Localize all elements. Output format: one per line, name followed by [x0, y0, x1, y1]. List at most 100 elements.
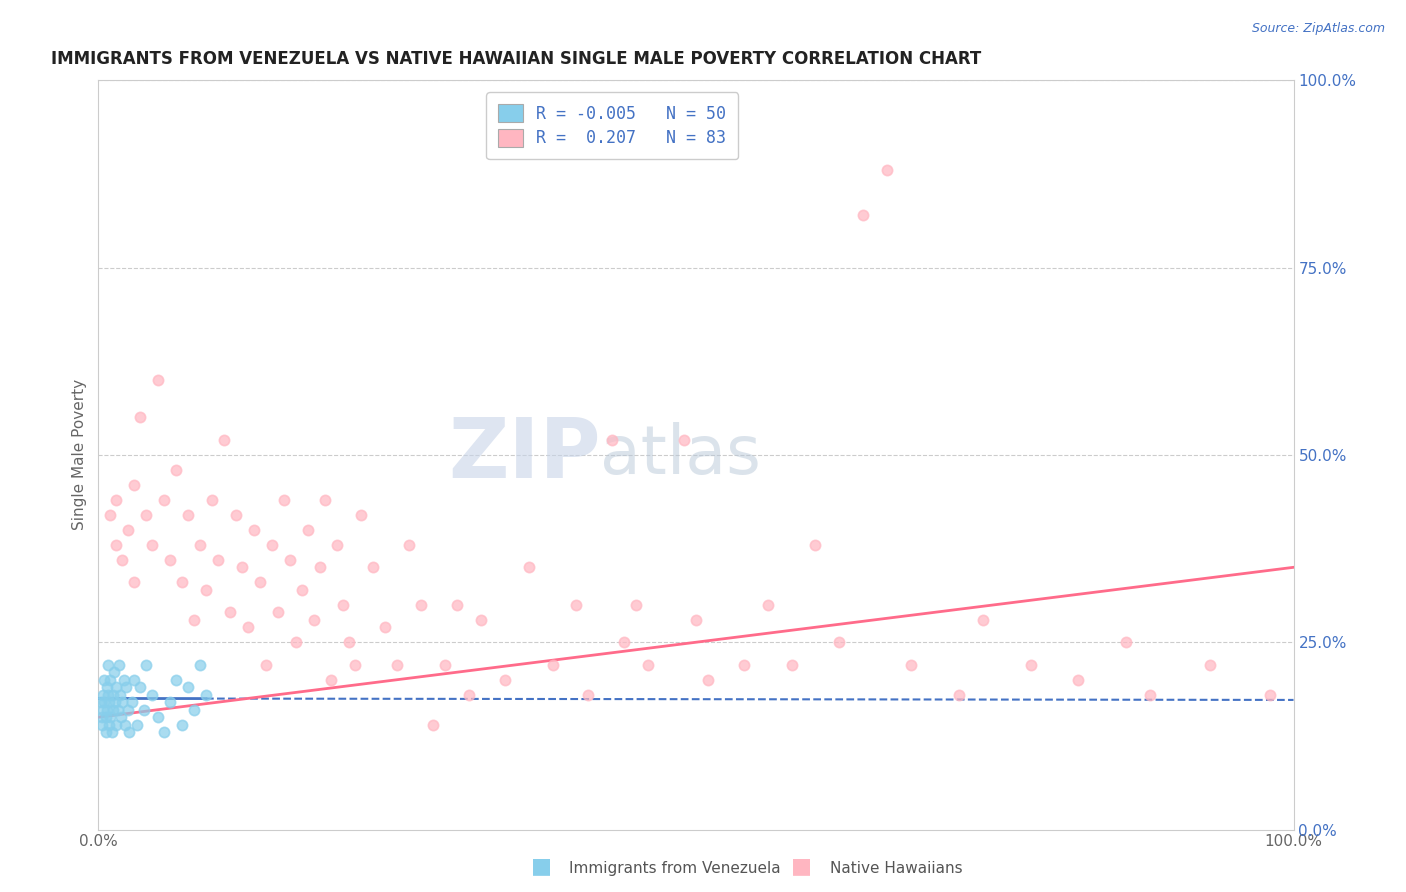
Point — [98, 673, 122, 687]
Point — [105, 538, 128, 552]
Point — [398, 538, 420, 552]
Point — [195, 688, 218, 702]
Point — [121, 695, 143, 709]
Point — [339, 635, 361, 649]
Point — [105, 717, 128, 731]
Point — [697, 673, 720, 687]
Point — [188, 538, 211, 552]
Point — [172, 575, 194, 590]
Text: ■: ■ — [792, 856, 811, 876]
Point — [141, 538, 163, 552]
Point — [124, 575, 146, 590]
Point — [1139, 688, 1161, 702]
Point — [852, 208, 875, 222]
Point — [101, 688, 124, 702]
Point — [458, 688, 481, 702]
Point — [321, 673, 343, 687]
Point — [148, 373, 170, 387]
Point — [135, 508, 157, 522]
Point — [90, 695, 112, 709]
Point — [308, 560, 330, 574]
Point — [100, 725, 122, 739]
Point — [111, 695, 134, 709]
Point — [93, 673, 115, 687]
Point — [105, 492, 128, 507]
Point — [673, 433, 696, 447]
Point — [470, 613, 492, 627]
Point — [374, 620, 396, 634]
Point — [948, 688, 970, 702]
Point — [613, 635, 636, 649]
Point — [183, 703, 205, 717]
Point — [125, 717, 148, 731]
Point — [98, 695, 121, 709]
Point — [302, 613, 325, 627]
Point — [219, 605, 242, 619]
Point — [297, 523, 319, 537]
Point — [267, 605, 290, 619]
Point — [363, 560, 385, 574]
Point — [141, 688, 163, 702]
Point — [177, 508, 200, 522]
Point — [159, 695, 181, 709]
Point — [422, 717, 444, 731]
Text: atlas: atlas — [600, 422, 761, 488]
Point — [254, 657, 277, 672]
Point — [117, 703, 139, 717]
Point — [97, 657, 120, 672]
Point — [1019, 657, 1042, 672]
Point — [637, 657, 659, 672]
Point — [201, 492, 224, 507]
Point — [804, 538, 827, 552]
Point — [91, 688, 114, 702]
Text: Source: ZipAtlas.com: Source: ZipAtlas.com — [1251, 22, 1385, 36]
Point — [165, 463, 187, 477]
Point — [780, 657, 803, 672]
Point — [273, 492, 295, 507]
Point — [411, 598, 433, 612]
Point — [212, 433, 235, 447]
Text: Immigrants from Venezuela: Immigrants from Venezuela — [569, 861, 782, 876]
Point — [112, 673, 135, 687]
Point — [101, 703, 124, 717]
Point — [110, 710, 132, 724]
Point — [117, 523, 139, 537]
Point — [135, 657, 157, 672]
Point — [107, 703, 129, 717]
Point — [284, 635, 307, 649]
Point — [96, 680, 118, 694]
Point — [129, 680, 152, 694]
Text: ZIP: ZIP — [449, 415, 600, 495]
Legend: R = -0.005   N = 50, R =  0.207   N = 83: R = -0.005 N = 50, R = 0.207 N = 83 — [486, 93, 738, 159]
Point — [207, 553, 229, 567]
Point — [108, 688, 131, 702]
Point — [104, 695, 127, 709]
Point — [159, 553, 181, 567]
Text: ■: ■ — [531, 856, 551, 876]
Point — [111, 553, 134, 567]
Point — [96, 703, 118, 717]
Point — [231, 560, 253, 574]
Point — [344, 657, 367, 672]
Point — [602, 433, 624, 447]
Point — [828, 635, 851, 649]
Point — [494, 673, 516, 687]
Point — [900, 657, 922, 672]
Point — [326, 538, 349, 552]
Point — [183, 613, 205, 627]
Point — [756, 598, 779, 612]
Point — [91, 717, 114, 731]
Point — [105, 680, 128, 694]
Point — [291, 582, 314, 597]
Point — [1115, 635, 1137, 649]
Point — [103, 665, 125, 680]
Point — [177, 680, 200, 694]
Point — [1258, 688, 1281, 702]
Point — [153, 492, 176, 507]
Text: Native Hawaiians: Native Hawaiians — [830, 861, 962, 876]
Point — [446, 598, 468, 612]
Point — [1067, 673, 1090, 687]
Point — [98, 710, 122, 724]
Point — [1199, 657, 1222, 672]
Point — [94, 710, 117, 724]
